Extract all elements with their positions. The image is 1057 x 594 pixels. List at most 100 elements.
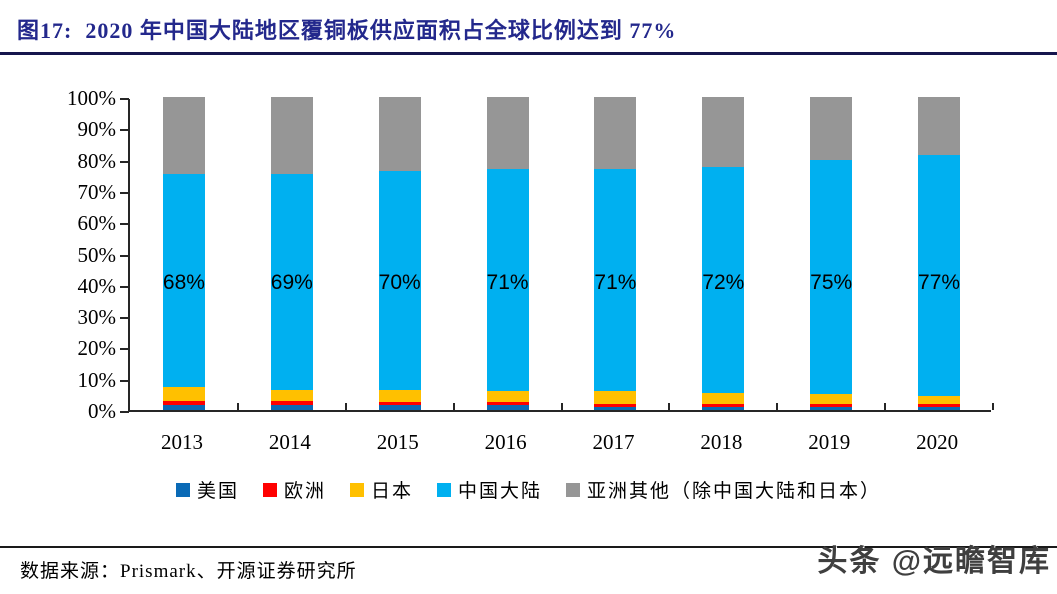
bar-value-label: 70% <box>378 271 421 294</box>
y-axis-tick <box>120 254 129 257</box>
bar-segment-china-mainland <box>594 169 637 392</box>
bar-segment-europe <box>378 402 421 406</box>
bar-segment-japan <box>162 386 205 401</box>
legend-swatch-japan <box>349 482 364 497</box>
bar-value-label: 69% <box>270 271 313 294</box>
y-axis-label: 40% <box>77 273 117 298</box>
bar-segment-japan <box>594 391 637 404</box>
bar-segment-japan <box>270 389 313 401</box>
legend-item-japan: 日本 <box>349 476 413 503</box>
y-axis-tick <box>120 98 129 100</box>
y-axis-label: 80% <box>77 148 117 173</box>
y-axis-label: 30% <box>77 305 117 330</box>
bar-segment-china-mainland <box>918 154 961 396</box>
legend: 美国 欧洲 日本 中国大陆 亚洲其他（除中国大陆和日本） <box>0 476 1057 503</box>
y-axis-label: 10% <box>77 367 117 392</box>
y-axis-label: 60% <box>77 211 117 236</box>
bar-segment-china-mainland <box>810 159 853 395</box>
y-axis-label: 0% <box>88 399 116 423</box>
bar-segment-europe <box>162 400 205 406</box>
bar-group-2014 <box>270 97 313 410</box>
bottom-divider <box>0 546 1057 548</box>
x-axis-tick <box>452 403 455 410</box>
x-axis-tick <box>344 403 347 410</box>
y-axis-tick <box>120 379 129 382</box>
y-axis-tick <box>120 191 129 194</box>
bar-value-label: 75% <box>810 271 853 294</box>
x-axis-tick <box>884 403 887 410</box>
y-axis-label: 70% <box>77 179 117 204</box>
legend-label-usa: 美国 <box>196 481 239 502</box>
source-note: 数据来源：Prismark、开源证券研究所 <box>20 561 357 582</box>
bar-group-2019 <box>810 97 853 410</box>
bar-segment-japan <box>810 394 853 404</box>
legend-item-china-mainland: 中国大陆 <box>437 476 542 503</box>
bar-segment-asia-other <box>378 97 421 171</box>
bar-value-label: 72% <box>702 271 745 294</box>
bar-segment-europe <box>702 403 745 407</box>
bar-segment-japan <box>918 395 961 404</box>
bar-value-label: 77% <box>918 271 961 294</box>
y-axis-label: 90% <box>77 117 117 142</box>
bar-segment-usa <box>918 406 961 410</box>
bar-segment-usa <box>486 405 529 410</box>
legend-swatch-china-mainland <box>437 482 451 497</box>
bar-value-label: 71% <box>486 271 529 294</box>
legend-swatch-europe <box>262 482 277 497</box>
bar-segment-asia-other <box>486 97 529 170</box>
x-axis-tick <box>560 403 563 410</box>
y-axis-label: 20% <box>77 336 117 361</box>
bar-segment-china-mainland <box>162 173 205 387</box>
figure-title: 图17: 2020 年中国大陆地区覆铜板供应面积占全球比例达到 77% <box>17 18 677 43</box>
y-axis-tick <box>120 285 129 288</box>
bar-segment-europe <box>918 403 961 407</box>
legend-item-usa: 美国 <box>175 476 239 503</box>
y-axis-tick <box>120 348 129 351</box>
x-axis-label: 2019 <box>808 430 851 454</box>
x-axis-label: 2014 <box>268 430 311 454</box>
y-axis-label: 100% <box>67 86 116 110</box>
bar-segment-asia-other <box>918 97 961 155</box>
bar-segment-europe <box>270 400 313 406</box>
plot-area: 68% 69% 70% 71% 71% 72% 75% 77% <box>120 97 994 413</box>
bar-segment-europe <box>594 403 637 407</box>
bar-segment-china-mainland <box>270 173 313 390</box>
bar-group-2013 <box>162 97 205 410</box>
bar-segment-usa <box>594 406 637 410</box>
bar-group-2017 <box>594 97 637 410</box>
y-axis-tick <box>120 223 129 226</box>
x-axis-label: 2018 <box>700 430 743 454</box>
x-axis-tick <box>668 403 671 410</box>
bar-segment-europe <box>486 402 529 406</box>
x-axis-tick <box>236 403 239 410</box>
bar-segment-asia-other <box>594 97 637 170</box>
bar-value-label: 71% <box>594 271 637 294</box>
bar-segment-asia-other <box>270 97 313 174</box>
bar-segment-europe <box>810 403 853 407</box>
bar-group-2015 <box>378 97 421 410</box>
bar-group-2018 <box>702 97 745 410</box>
watermark: 头条 @远瞻智库 <box>817 545 1051 578</box>
bar-value-label: 68% <box>162 271 205 294</box>
bar-segment-usa <box>270 405 313 410</box>
bar-segment-asia-other <box>162 97 205 174</box>
bar-segment-japan <box>486 391 529 403</box>
legend-swatch-usa <box>175 482 190 497</box>
x-axis-label: 2016 <box>484 430 527 454</box>
x-axis-label: 2020 <box>916 430 959 454</box>
legend-label-europe: 欧洲 <box>283 481 326 502</box>
y-axis-label: 50% <box>77 242 117 267</box>
bar-segment-asia-other <box>702 97 745 168</box>
bar-segment-china-mainland <box>486 169 529 392</box>
legend-swatch-asia-other <box>566 482 581 497</box>
y-axis-tick <box>120 317 129 320</box>
bar-segment-china-mainland <box>702 167 745 393</box>
bar-segment-usa <box>162 405 205 410</box>
x-axis-tick <box>776 403 779 410</box>
x-axis-tick <box>992 403 994 410</box>
y-axis-tick <box>120 160 129 163</box>
legend-item-asia-other: 亚洲其他（除中国大陆和日本） <box>566 476 881 503</box>
bar-segment-usa <box>378 405 421 410</box>
bar-segment-japan <box>378 389 421 403</box>
title-divider <box>0 52 1057 55</box>
